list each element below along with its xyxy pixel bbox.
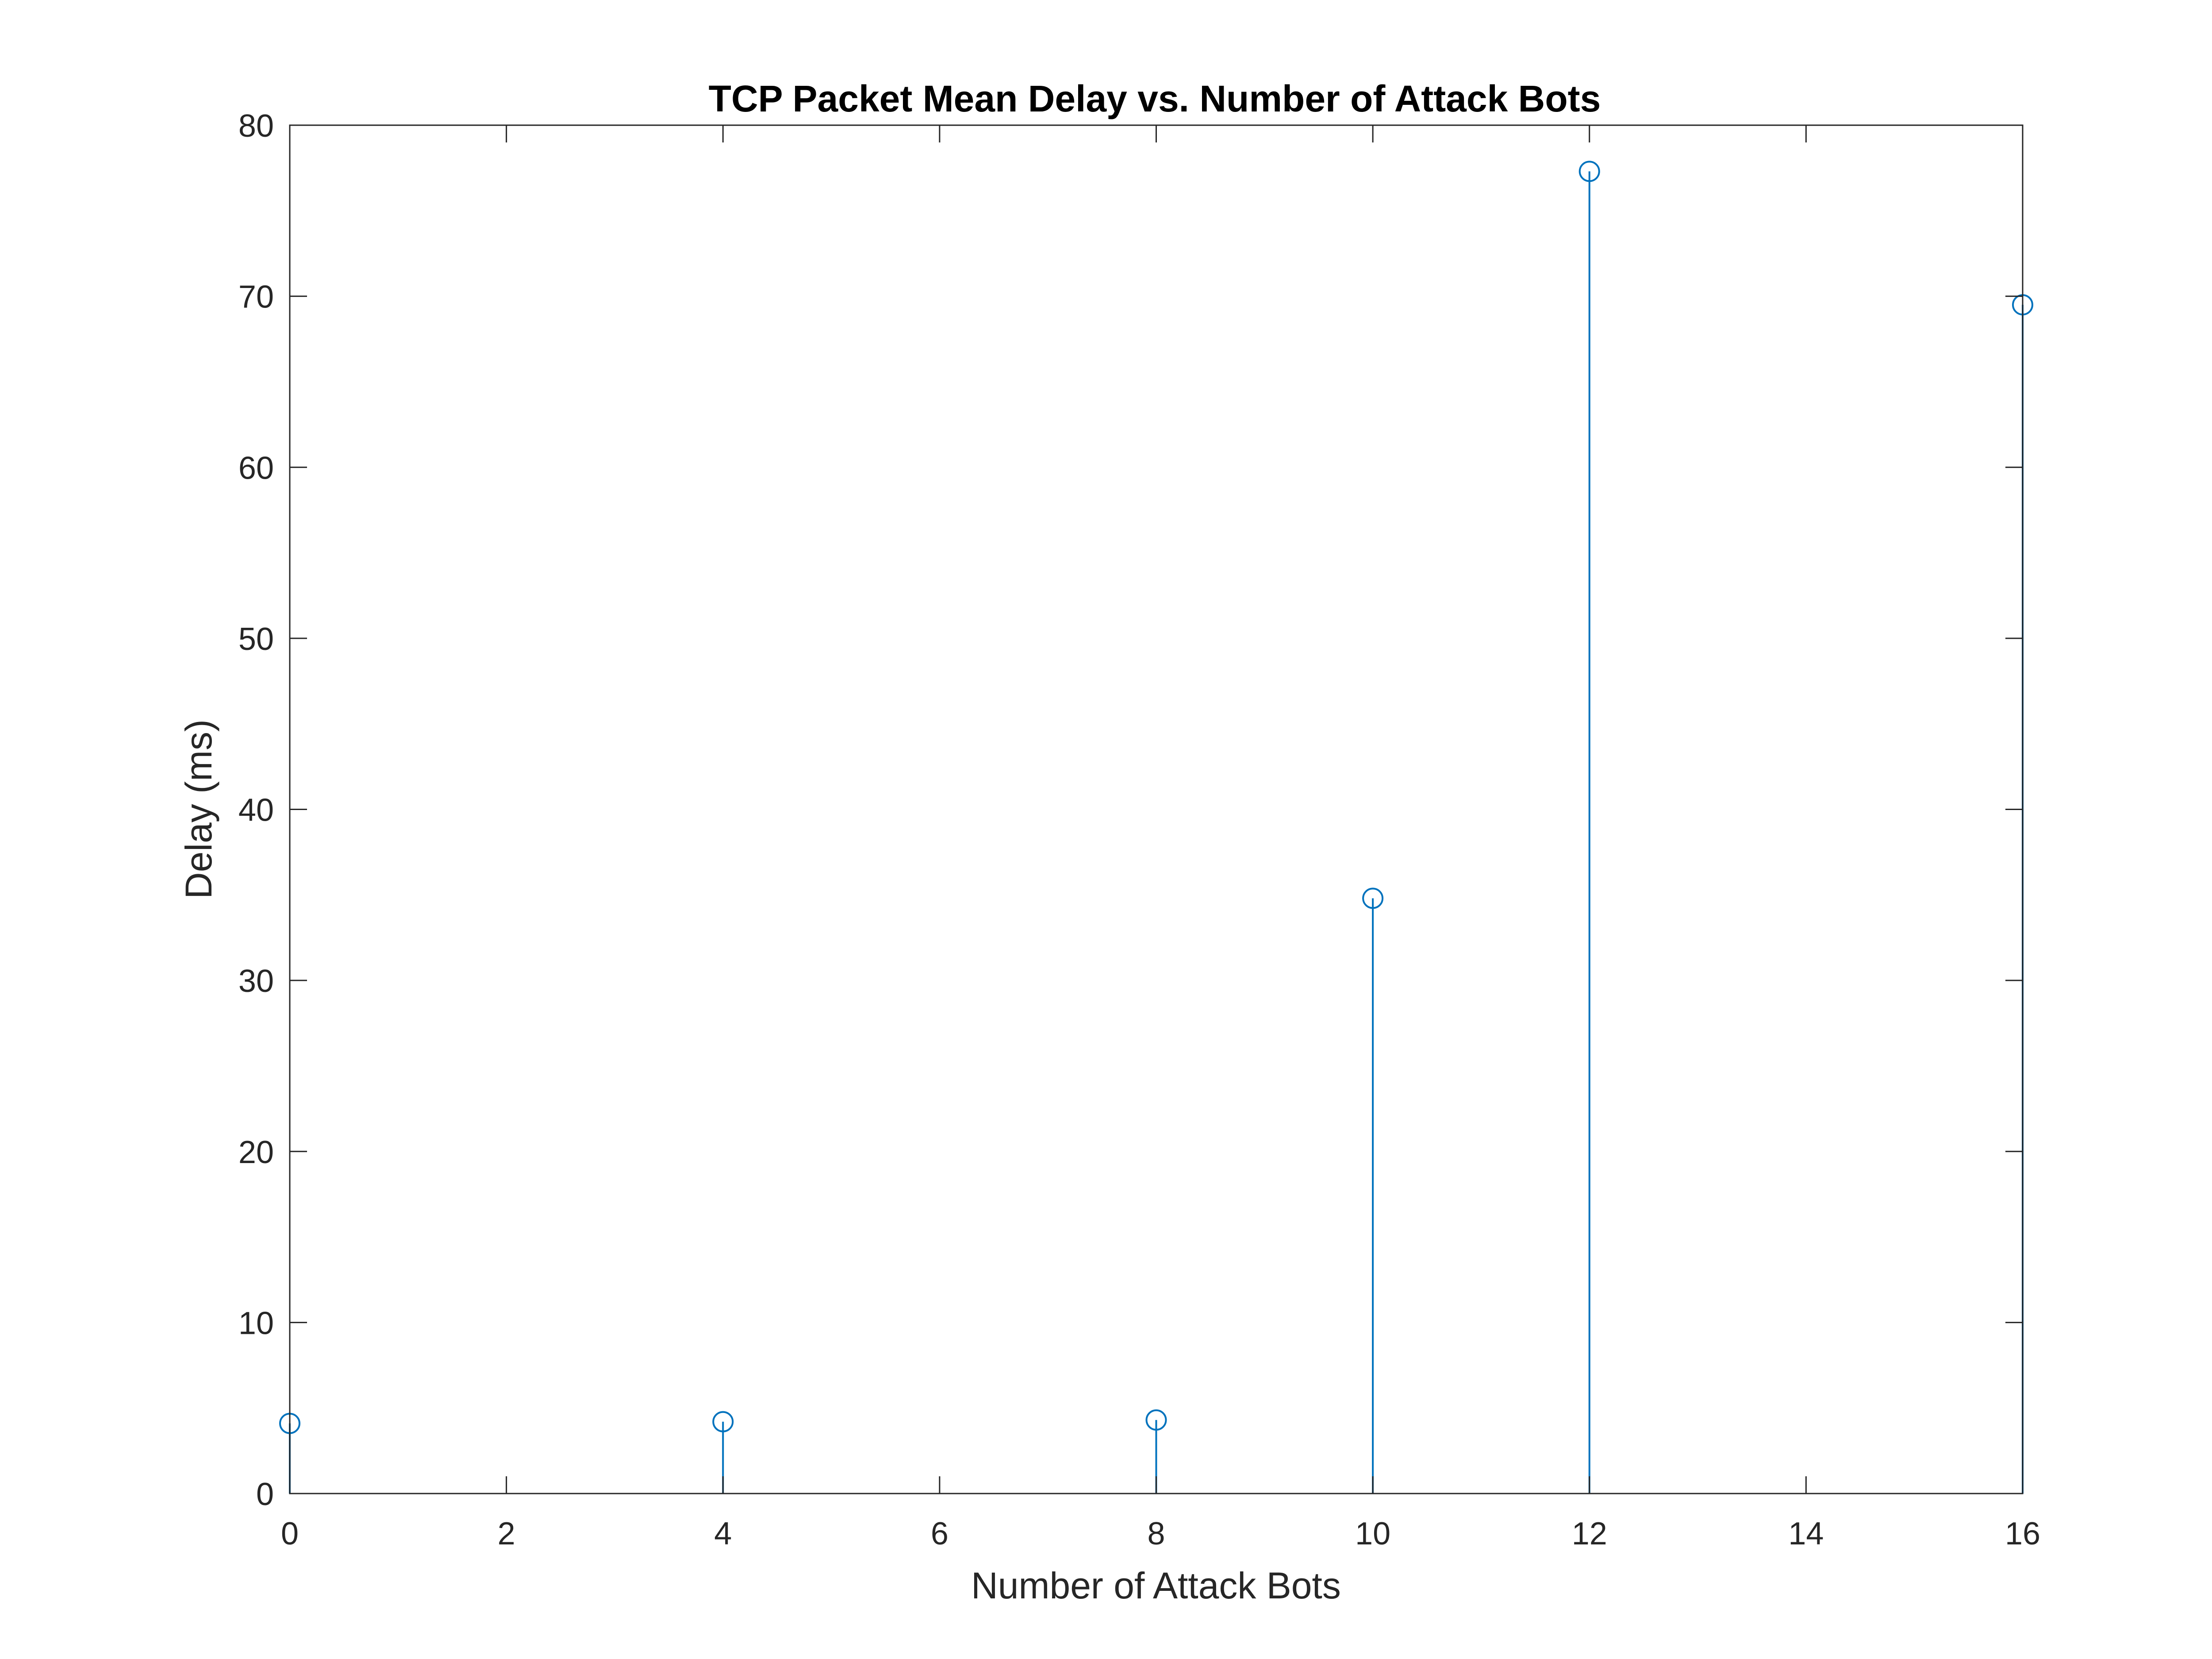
x-axis-label: Number of Attack Bots	[971, 1565, 1341, 1606]
y-axis-label: Delay (ms)	[178, 719, 219, 899]
stem-marker	[1145, 1409, 1167, 1431]
x-tick-label: 16	[2005, 1516, 2040, 1551]
x-tick-label: 6	[931, 1516, 949, 1551]
x-tick-label: 2	[498, 1516, 515, 1551]
y-axis-tick-labels: 0 10 20 30 40 50 60 70 80	[238, 108, 274, 1512]
stem-marker	[1578, 161, 1600, 182]
y-tick-label: 80	[238, 108, 274, 144]
y-tick-label: 20	[238, 1135, 274, 1170]
y-tick-label: 10	[238, 1306, 274, 1341]
y-tick-label: 60	[238, 450, 274, 486]
x-axis-tick-labels: 0 2 4 6 8 10 12 14 16	[281, 1516, 2040, 1551]
y-tick-label: 70	[238, 280, 274, 315]
x-tick-label: 12	[1572, 1516, 1607, 1551]
y-tick-label: 0	[256, 1477, 274, 1512]
x-tick-label: 10	[1355, 1516, 1390, 1551]
y-tick-label: 40	[238, 793, 274, 828]
x-tick-label: 0	[281, 1516, 299, 1551]
stem-marker	[712, 1411, 734, 1432]
stem-marker	[1362, 887, 1384, 909]
chart-title: TCP Packet Mean Delay vs. Number of Atta…	[709, 78, 1601, 119]
axis-ticks	[289, 124, 2024, 1494]
y-tick-label: 50	[238, 622, 274, 657]
y-tick-label: 30	[238, 964, 274, 999]
x-tick-label: 14	[1788, 1516, 1824, 1551]
x-tick-label: 4	[714, 1516, 732, 1551]
x-tick-label: 8	[1147, 1516, 1165, 1551]
